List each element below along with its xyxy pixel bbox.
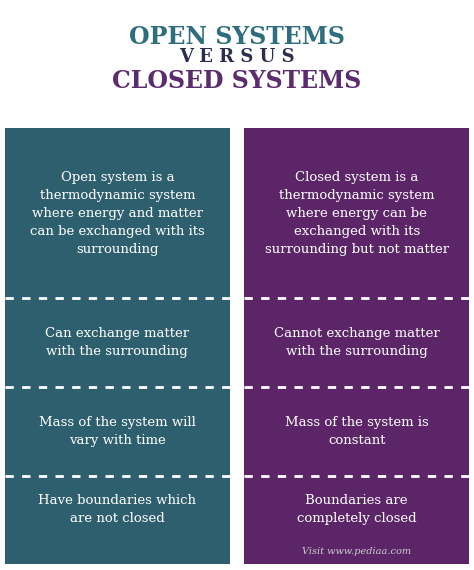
Bar bbox=[5, 128, 230, 298]
Text: OPEN SYSTEMS: OPEN SYSTEMS bbox=[129, 25, 345, 49]
Bar bbox=[244, 475, 469, 564]
Bar bbox=[5, 475, 230, 564]
Text: Closed system is a
thermodynamic system
where energy can be
exchanged with its
s: Closed system is a thermodynamic system … bbox=[264, 171, 449, 256]
Text: Can exchange matter
with the surrounding: Can exchange matter with the surrounding bbox=[45, 327, 190, 358]
Text: Mass of the system is
constant: Mass of the system is constant bbox=[285, 416, 428, 447]
Text: Mass of the system will
vary with time: Mass of the system will vary with time bbox=[39, 416, 196, 447]
Text: CLOSED SYSTEMS: CLOSED SYSTEMS bbox=[112, 69, 362, 93]
Text: Boundaries are
completely closed: Boundaries are completely closed bbox=[297, 494, 417, 525]
Bar bbox=[244, 387, 469, 475]
Bar bbox=[5, 387, 230, 475]
Bar bbox=[244, 298, 469, 387]
Text: Have boundaries which
are not closed: Have boundaries which are not closed bbox=[38, 494, 196, 525]
Text: V E R S U S: V E R S U S bbox=[179, 48, 295, 66]
Bar bbox=[244, 128, 469, 298]
Bar bbox=[5, 298, 230, 387]
Text: Cannot exchange matter
with the surrounding: Cannot exchange matter with the surround… bbox=[274, 327, 439, 358]
Text: Open system is a
thermodynamic system
where energy and matter
can be exchanged w: Open system is a thermodynamic system wh… bbox=[30, 171, 205, 256]
Text: Visit www.pediaa.com: Visit www.pediaa.com bbox=[302, 547, 411, 556]
